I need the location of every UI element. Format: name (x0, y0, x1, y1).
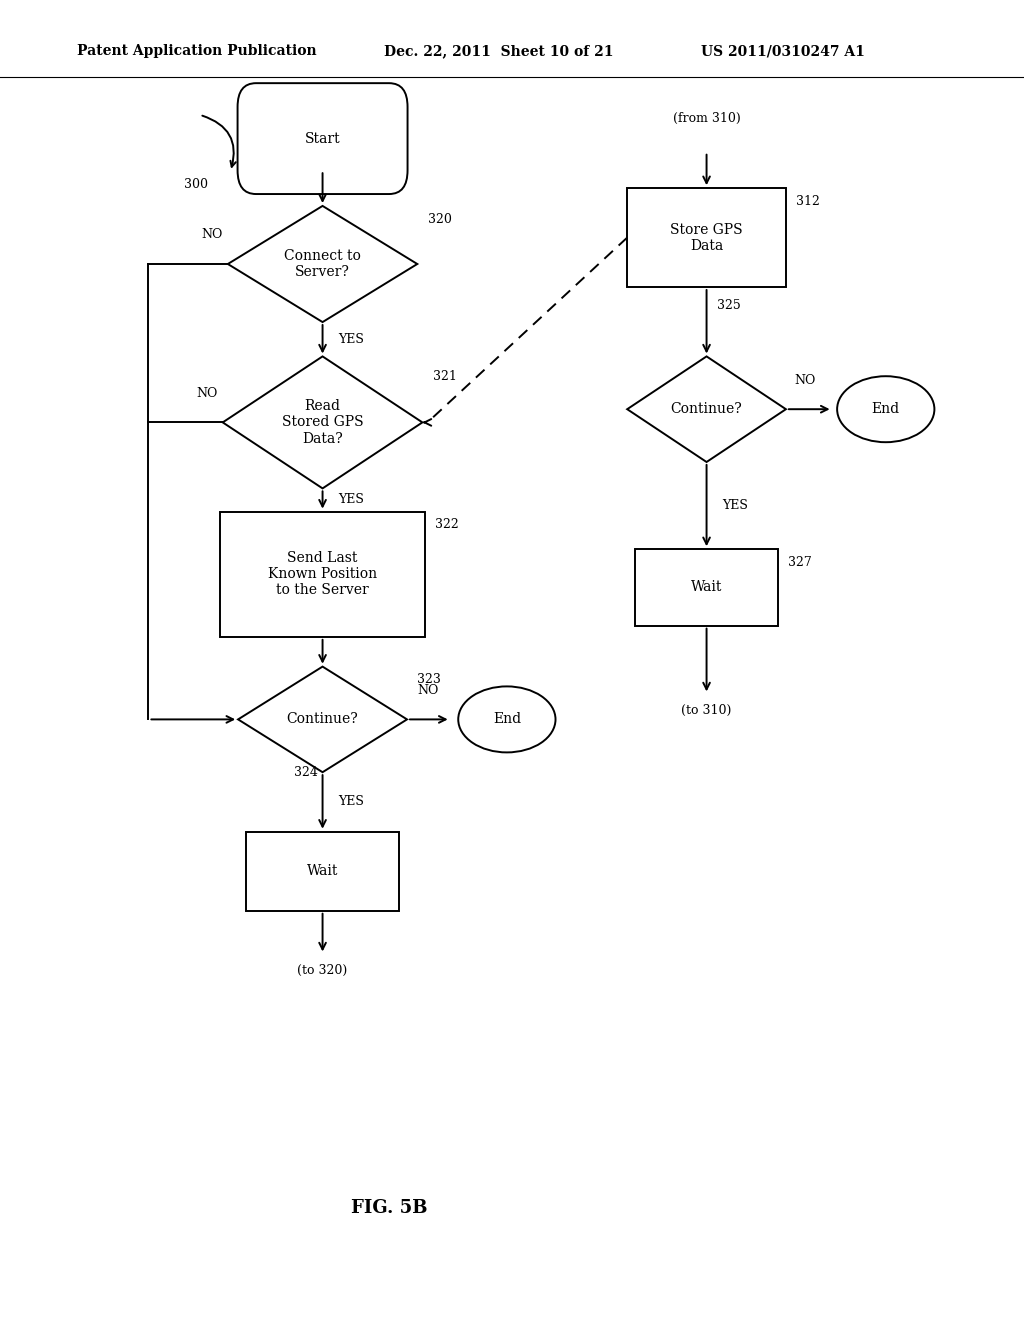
Text: YES: YES (338, 494, 364, 507)
Text: End: End (871, 403, 900, 416)
Text: 323: 323 (418, 673, 441, 686)
Bar (635, 549, 778, 626)
Bar (627, 189, 786, 288)
Text: 300: 300 (184, 178, 208, 191)
Text: YES: YES (338, 796, 364, 808)
Text: Dec. 22, 2011  Sheet 10 of 21: Dec. 22, 2011 Sheet 10 of 21 (384, 45, 613, 58)
Ellipse shape (838, 376, 935, 442)
Text: Store GPS
Data: Store GPS Data (671, 223, 742, 252)
Text: 327: 327 (788, 556, 812, 569)
Text: (to 320): (to 320) (297, 964, 348, 977)
Bar (220, 512, 425, 638)
Text: Wait: Wait (307, 865, 338, 878)
Text: Connect to
Server?: Connect to Server? (284, 249, 361, 279)
Ellipse shape (459, 686, 555, 752)
Text: Patent Application Publication: Patent Application Publication (77, 45, 316, 58)
Text: (from 310): (from 310) (673, 112, 740, 125)
Text: NO: NO (418, 684, 438, 697)
Text: 320: 320 (428, 213, 452, 226)
Text: FIG. 5B: FIG. 5B (351, 1199, 427, 1217)
Text: Send Last
Known Position
to the Server: Send Last Known Position to the Server (268, 550, 377, 598)
Text: NO: NO (202, 228, 223, 242)
Text: Start: Start (305, 132, 340, 145)
Text: 325: 325 (717, 300, 740, 313)
Text: (to 310): (to 310) (681, 704, 732, 717)
Text: 322: 322 (435, 519, 459, 531)
Bar (246, 832, 399, 911)
Polygon shape (223, 356, 422, 488)
Polygon shape (238, 667, 408, 772)
Text: NO: NO (795, 374, 815, 387)
Text: Read
Stored GPS
Data?: Read Stored GPS Data? (282, 399, 364, 446)
Text: End: End (493, 713, 521, 726)
Text: 312: 312 (797, 195, 820, 207)
Text: YES: YES (338, 333, 364, 346)
Text: YES: YES (722, 499, 748, 512)
Text: NO: NO (197, 387, 217, 400)
Polygon shape (627, 356, 786, 462)
Polygon shape (227, 206, 418, 322)
Text: Continue?: Continue? (671, 403, 742, 416)
Text: US 2011/0310247 A1: US 2011/0310247 A1 (701, 45, 865, 58)
Text: 324: 324 (294, 767, 317, 779)
FancyBboxPatch shape (238, 83, 408, 194)
Text: Continue?: Continue? (287, 713, 358, 726)
Text: Wait: Wait (691, 581, 722, 594)
Text: 321: 321 (432, 370, 457, 383)
